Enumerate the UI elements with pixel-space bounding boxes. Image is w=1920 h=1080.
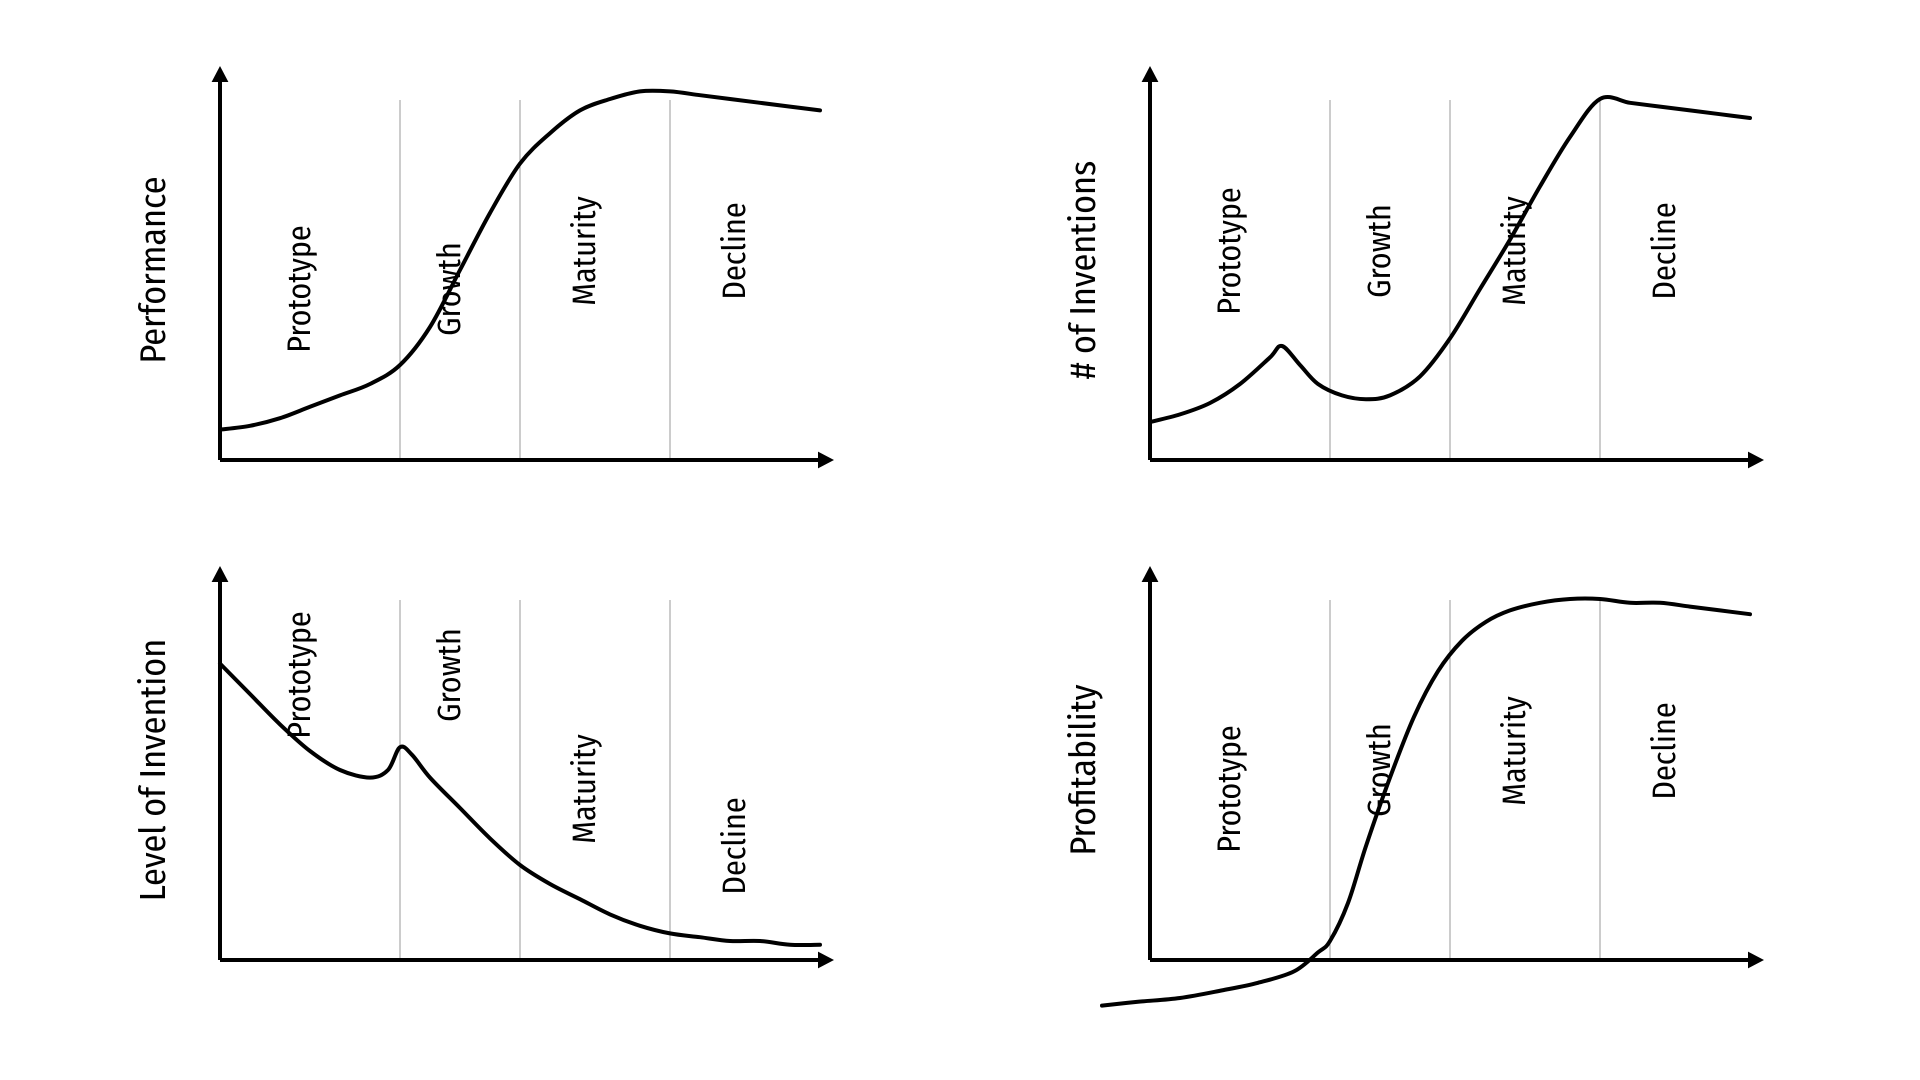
stage-label-decline: Decline bbox=[716, 797, 754, 894]
stage-label-prototype: Prototype bbox=[1211, 187, 1249, 315]
chart-panel-profitability: Profitability Prototype Growth Maturity Decl… bbox=[1061, 566, 1764, 1006]
y-axis-label: Level of Invention bbox=[131, 639, 175, 901]
stage-label-maturity: Maturity bbox=[1496, 196, 1534, 306]
y-axis-label: # of Inventions bbox=[1061, 161, 1105, 380]
stage-label-growth: Growth bbox=[1361, 204, 1399, 298]
stage-label-growth: Growth bbox=[431, 628, 469, 722]
stage-label-prototype: Prototype bbox=[281, 225, 319, 353]
stage-label-prototype: Prototype bbox=[1211, 725, 1249, 853]
y-axis-label: Profitability bbox=[1061, 684, 1105, 855]
stage-label-decline: Decline bbox=[1646, 702, 1684, 799]
chart-panel-level_of_invention: Level of Invention Prototype Growth Maturit… bbox=[131, 566, 834, 968]
stage-label-maturity: Maturity bbox=[566, 734, 604, 844]
stage-label-prototype: Prototype bbox=[281, 611, 319, 739]
charts-grid: Performance Prototype Growth Maturity Declin… bbox=[0, 0, 1920, 1080]
stage-label-maturity: Maturity bbox=[1496, 696, 1534, 806]
stage-label-decline: Decline bbox=[1646, 202, 1684, 299]
stage-label-maturity: Maturity bbox=[566, 196, 604, 306]
stage-label-growth: Growth bbox=[1361, 723, 1399, 817]
stage-label-growth: Growth bbox=[431, 242, 469, 336]
stage-label-decline: Decline bbox=[716, 202, 754, 299]
chart-panel-performance: Performance Prototype Growth Maturity Declin… bbox=[131, 66, 834, 468]
curve bbox=[1102, 599, 1750, 1006]
chart-panel-inventions: # of Inventions Prototype Growth Maturity De… bbox=[1061, 66, 1764, 468]
y-axis-label: Performance bbox=[131, 176, 175, 363]
